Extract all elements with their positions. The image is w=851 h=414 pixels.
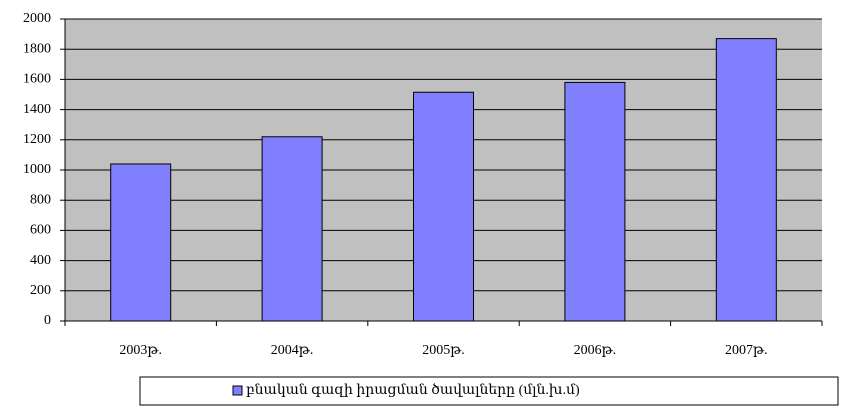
x-tick-label: 2003թ. xyxy=(119,343,162,358)
y-tick-label: 800 xyxy=(30,192,51,207)
y-tick-label: 1200 xyxy=(23,132,51,147)
legend-marker xyxy=(232,385,243,396)
y-tick-label: 1000 xyxy=(23,162,51,177)
bar xyxy=(110,163,172,322)
x-tick-label: 2005թ. xyxy=(422,343,465,358)
bar xyxy=(261,136,323,322)
y-tick-label: 2000 xyxy=(23,11,51,26)
y-tick-label: 1600 xyxy=(23,72,51,87)
y-tick-label: 200 xyxy=(30,283,51,298)
y-tick-label: 1800 xyxy=(23,41,51,56)
x-tick-label: 2007թ. xyxy=(725,343,768,358)
y-tick-label: 1400 xyxy=(23,102,51,117)
bar xyxy=(715,38,777,322)
legend-box xyxy=(139,376,839,406)
x-tick-label: 2006թ. xyxy=(574,343,617,358)
y-tick-label: 0 xyxy=(44,313,51,328)
y-tick-label: 400 xyxy=(30,253,51,268)
x-tick-label: 2004թ. xyxy=(271,343,314,358)
y-tick-label: 600 xyxy=(30,223,51,238)
bar xyxy=(564,81,626,322)
legend-label: բնական գազի իրացման ծավալները (մլն.խ.մ) xyxy=(246,382,580,398)
bar xyxy=(413,91,474,322)
